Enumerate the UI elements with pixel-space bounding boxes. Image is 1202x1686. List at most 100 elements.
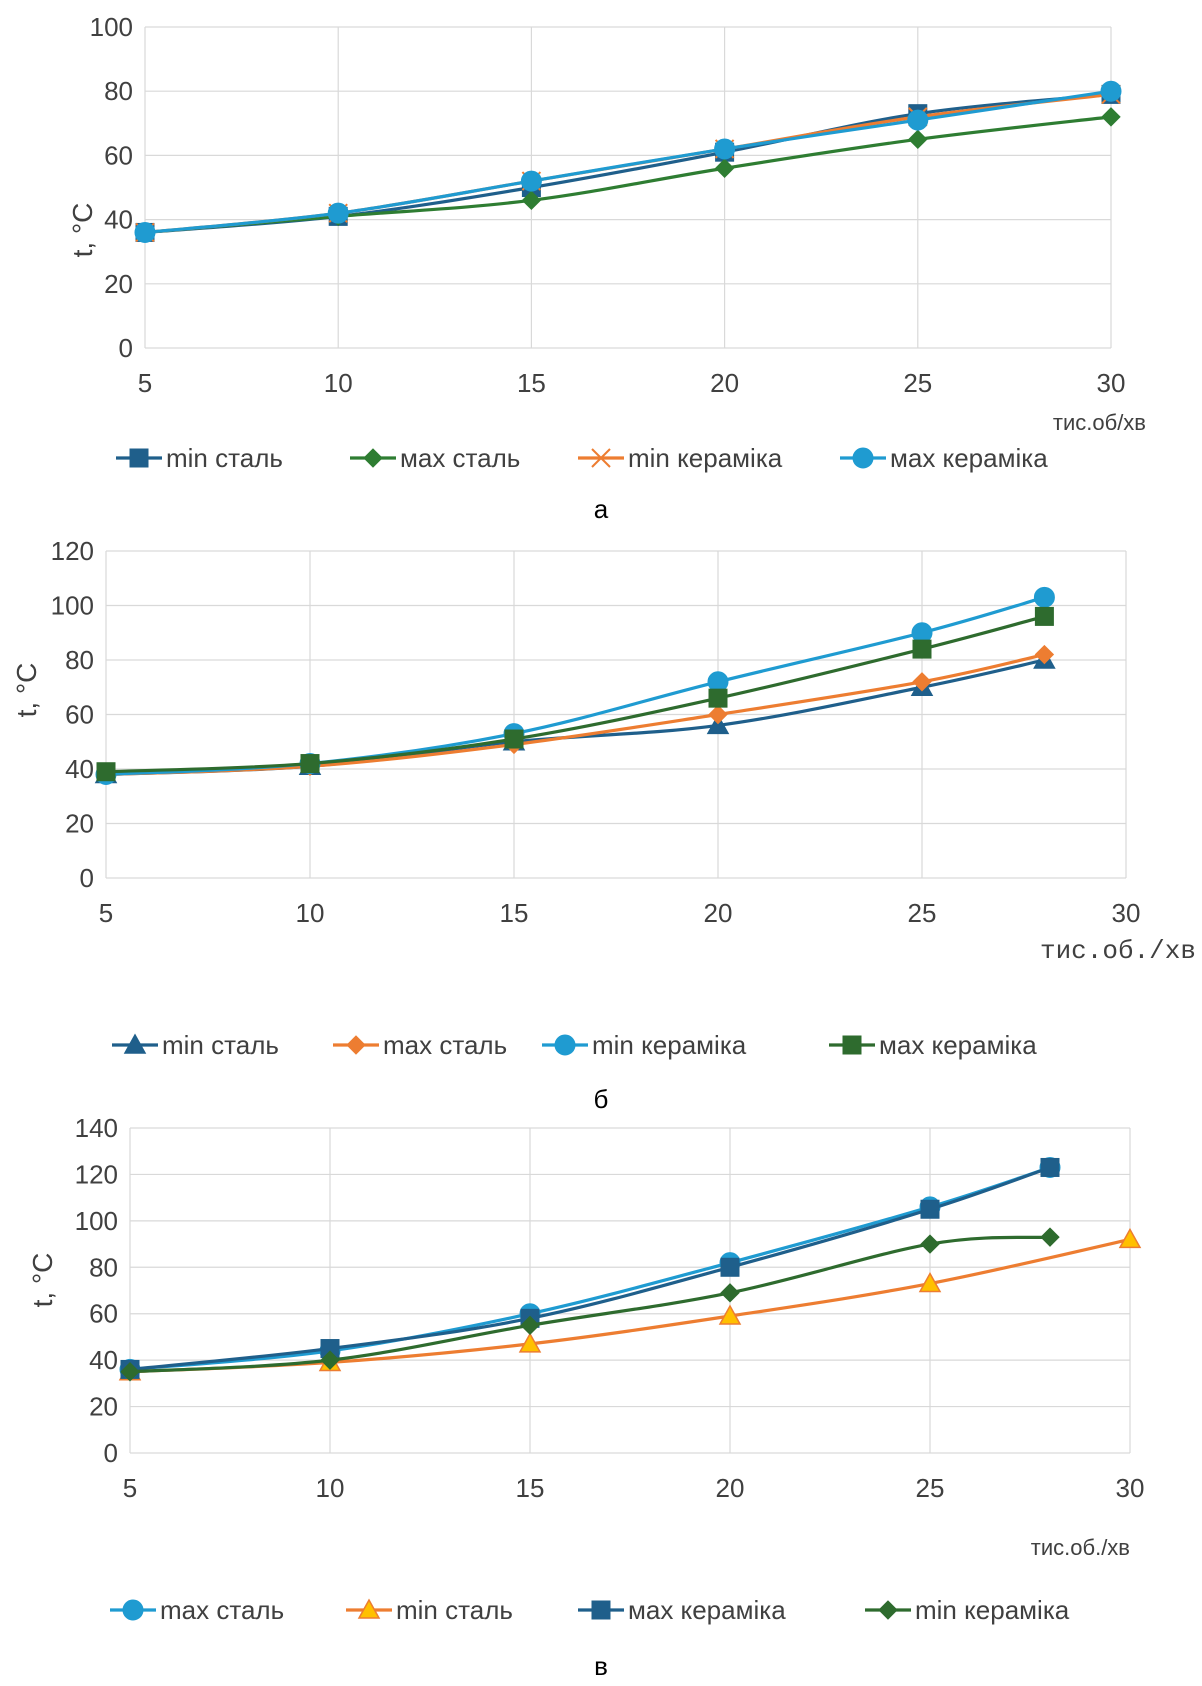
x-tick-label: 15 [500, 898, 529, 928]
legend-marker [554, 1034, 576, 1056]
legend-label: мах сталь [400, 443, 520, 473]
y-tick-label: 0 [104, 1438, 118, 1468]
y-tick-label: 100 [90, 12, 133, 42]
y-tick-label: 40 [89, 1345, 118, 1375]
legend-label: min сталь [396, 1595, 513, 1625]
series-line [144, 89, 1112, 235]
legend-label: max сталь [160, 1595, 284, 1625]
data-point [120, 1362, 140, 1382]
legend-label: min сталь [166, 443, 283, 473]
data-point [327, 202, 349, 224]
x-tick-label: 30 [1097, 368, 1126, 398]
legend-item: min сталь [346, 1595, 513, 1625]
legend-marker [852, 447, 874, 469]
data-point [918, 1271, 942, 1293]
x-tick-label: 5 [138, 368, 152, 398]
data-point [718, 1304, 742, 1325]
legend-label: min сталь [162, 1030, 279, 1060]
legend-label: мах кераміка [890, 443, 1048, 473]
y-tick-label: 120 [51, 536, 94, 566]
x-axis-label: тис.об./хв [1031, 1535, 1130, 1560]
series-line [105, 614, 1045, 774]
y-tick-label: 100 [51, 591, 94, 621]
x-tick-label: 20 [710, 368, 739, 398]
y-tick-label: 80 [89, 1252, 118, 1282]
series-line [129, 1237, 1131, 1374]
data-point [912, 639, 932, 659]
legend-marker [591, 448, 611, 468]
legend-item: min сталь [112, 1030, 279, 1060]
data-point [720, 1283, 740, 1303]
series-4 [96, 606, 1054, 782]
x-tick-label: 5 [123, 1473, 137, 1503]
data-point [1040, 1157, 1060, 1177]
x-tick-label: 10 [316, 1473, 345, 1503]
data-point [134, 221, 156, 243]
y-tick-label: 60 [89, 1299, 118, 1329]
data-point [720, 1257, 740, 1277]
chart-caption: в [594, 1651, 608, 1681]
y-tick-label: 80 [104, 76, 133, 106]
data-point [1033, 586, 1055, 608]
series-1 [94, 648, 1056, 784]
x-tick-label: 25 [908, 898, 937, 928]
legend-marker [842, 1035, 862, 1055]
data-point [714, 158, 735, 178]
data-point [920, 1234, 940, 1254]
legend-label: max сталь [383, 1030, 507, 1060]
gridlines [105, 550, 1127, 879]
y-tick-label: 80 [65, 645, 94, 675]
legend: min сталь мах сталь min кераміка мах керамі… [116, 443, 1048, 473]
data-point [320, 1350, 340, 1370]
x-tick-label: 10 [296, 898, 325, 928]
legend: min сталь max сталь min кераміка мах керамі… [112, 1030, 1037, 1060]
series-3 [95, 586, 1055, 785]
data-point [504, 729, 524, 749]
legend-label: min кераміка [592, 1030, 747, 1060]
legend-marker [123, 1033, 147, 1054]
data-point [96, 762, 116, 782]
y-tick-label: 40 [104, 205, 133, 235]
series-4 [134, 80, 1122, 243]
y-tick-label: 0 [119, 333, 133, 363]
data-point [912, 672, 932, 692]
y-tick-label: 20 [65, 809, 94, 839]
data-point [520, 1315, 540, 1336]
y-tick-label: 0 [80, 863, 94, 893]
legend-marker [122, 1599, 144, 1621]
y-axis-label: t, °C [67, 203, 98, 258]
legend-item: min кераміка [578, 443, 783, 473]
y-axis-label: t, °C [11, 663, 42, 718]
series-3 [120, 1157, 1060, 1379]
y-tick-label: 120 [75, 1159, 118, 1189]
legend: max сталь min сталь мах кераміка min керамі… [110, 1595, 1070, 1625]
legend-label: мах кераміка [879, 1030, 1037, 1060]
legend-label: min кераміка [915, 1595, 1070, 1625]
x-axis-label: тис.об./хв [1040, 936, 1196, 966]
data-point [1040, 1227, 1060, 1247]
x-tick-label: 15 [516, 1473, 545, 1503]
data-point [908, 129, 928, 150]
legend-marker [878, 1600, 898, 1620]
legend-item: мах кераміка [578, 1595, 786, 1625]
legend-item: max сталь [110, 1595, 284, 1625]
chart-2: 0 20 40 60 80 100 120 5 10 15 20 25 30 t, °C тис.об./х… [11, 536, 1196, 1114]
x-tick-label: 30 [1116, 1473, 1145, 1503]
legend-item: max сталь [333, 1030, 507, 1060]
data-point [1034, 644, 1055, 665]
chart-3: 0 20 40 60 80 100 120 140 5 10 15 20 25 30 t, °C тис.об… [27, 1113, 1144, 1681]
series-4 [120, 1227, 1060, 1382]
data-point [708, 704, 728, 725]
y-tick-label: 100 [75, 1206, 118, 1236]
gridlines [144, 26, 1112, 349]
data-point [300, 754, 320, 774]
series-line [129, 1165, 1051, 1372]
data-point [518, 1332, 542, 1353]
y-tick-label: 140 [75, 1113, 118, 1143]
series-line [129, 1165, 1051, 1372]
data-point [520, 170, 542, 192]
x-tick-label: 20 [704, 898, 733, 928]
legend-item: min кераміка [865, 1595, 1070, 1625]
